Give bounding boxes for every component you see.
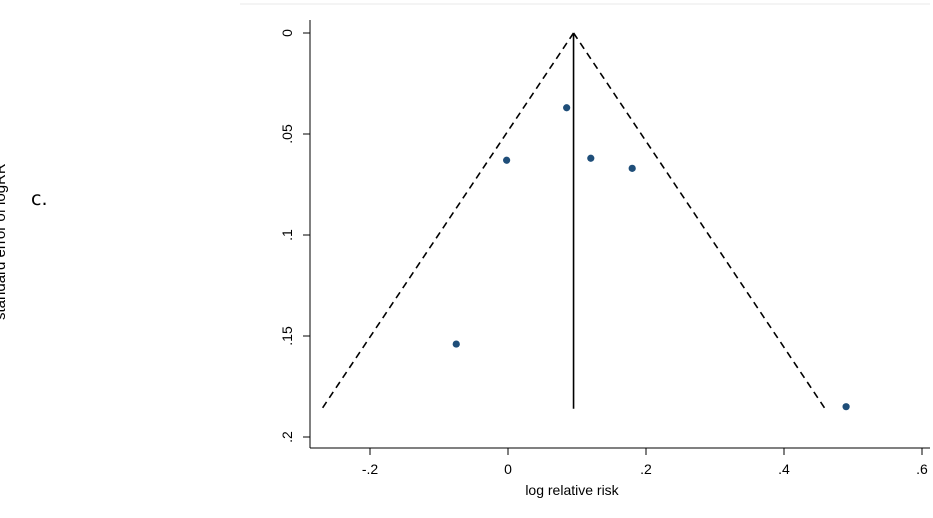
- upper-limit-line: [572, 32, 826, 410]
- x-tick-label: .6: [916, 461, 928, 477]
- data-point: [452, 340, 460, 348]
- funnel-lines: [321, 32, 826, 410]
- y-ticks: 0 .05 .1 .15 .2: [279, 29, 310, 443]
- y-tick-label: .2: [279, 431, 295, 443]
- panel-label: c.: [31, 188, 48, 210]
- y-tick-label: .05: [279, 124, 295, 144]
- y-tick-label: 0: [279, 29, 295, 37]
- x-axis-title: log relative risk: [525, 482, 619, 498]
- lower-limit-line: [321, 32, 575, 410]
- data-point: [503, 156, 511, 164]
- x-ticks: -.2 0 .2 .4 .6: [362, 448, 928, 477]
- x-tick-label: .4: [778, 461, 790, 477]
- y-tick-label: .15: [279, 326, 295, 346]
- y-tick-label: .1: [279, 229, 295, 241]
- data-points: [452, 104, 850, 411]
- data-point: [563, 104, 571, 112]
- x-tick-label: .2: [640, 461, 652, 477]
- x-tick-label: 0: [504, 461, 512, 477]
- data-point: [842, 403, 850, 411]
- data-point: [587, 154, 595, 162]
- x-tick-label: -.2: [362, 461, 379, 477]
- data-point: [628, 164, 636, 172]
